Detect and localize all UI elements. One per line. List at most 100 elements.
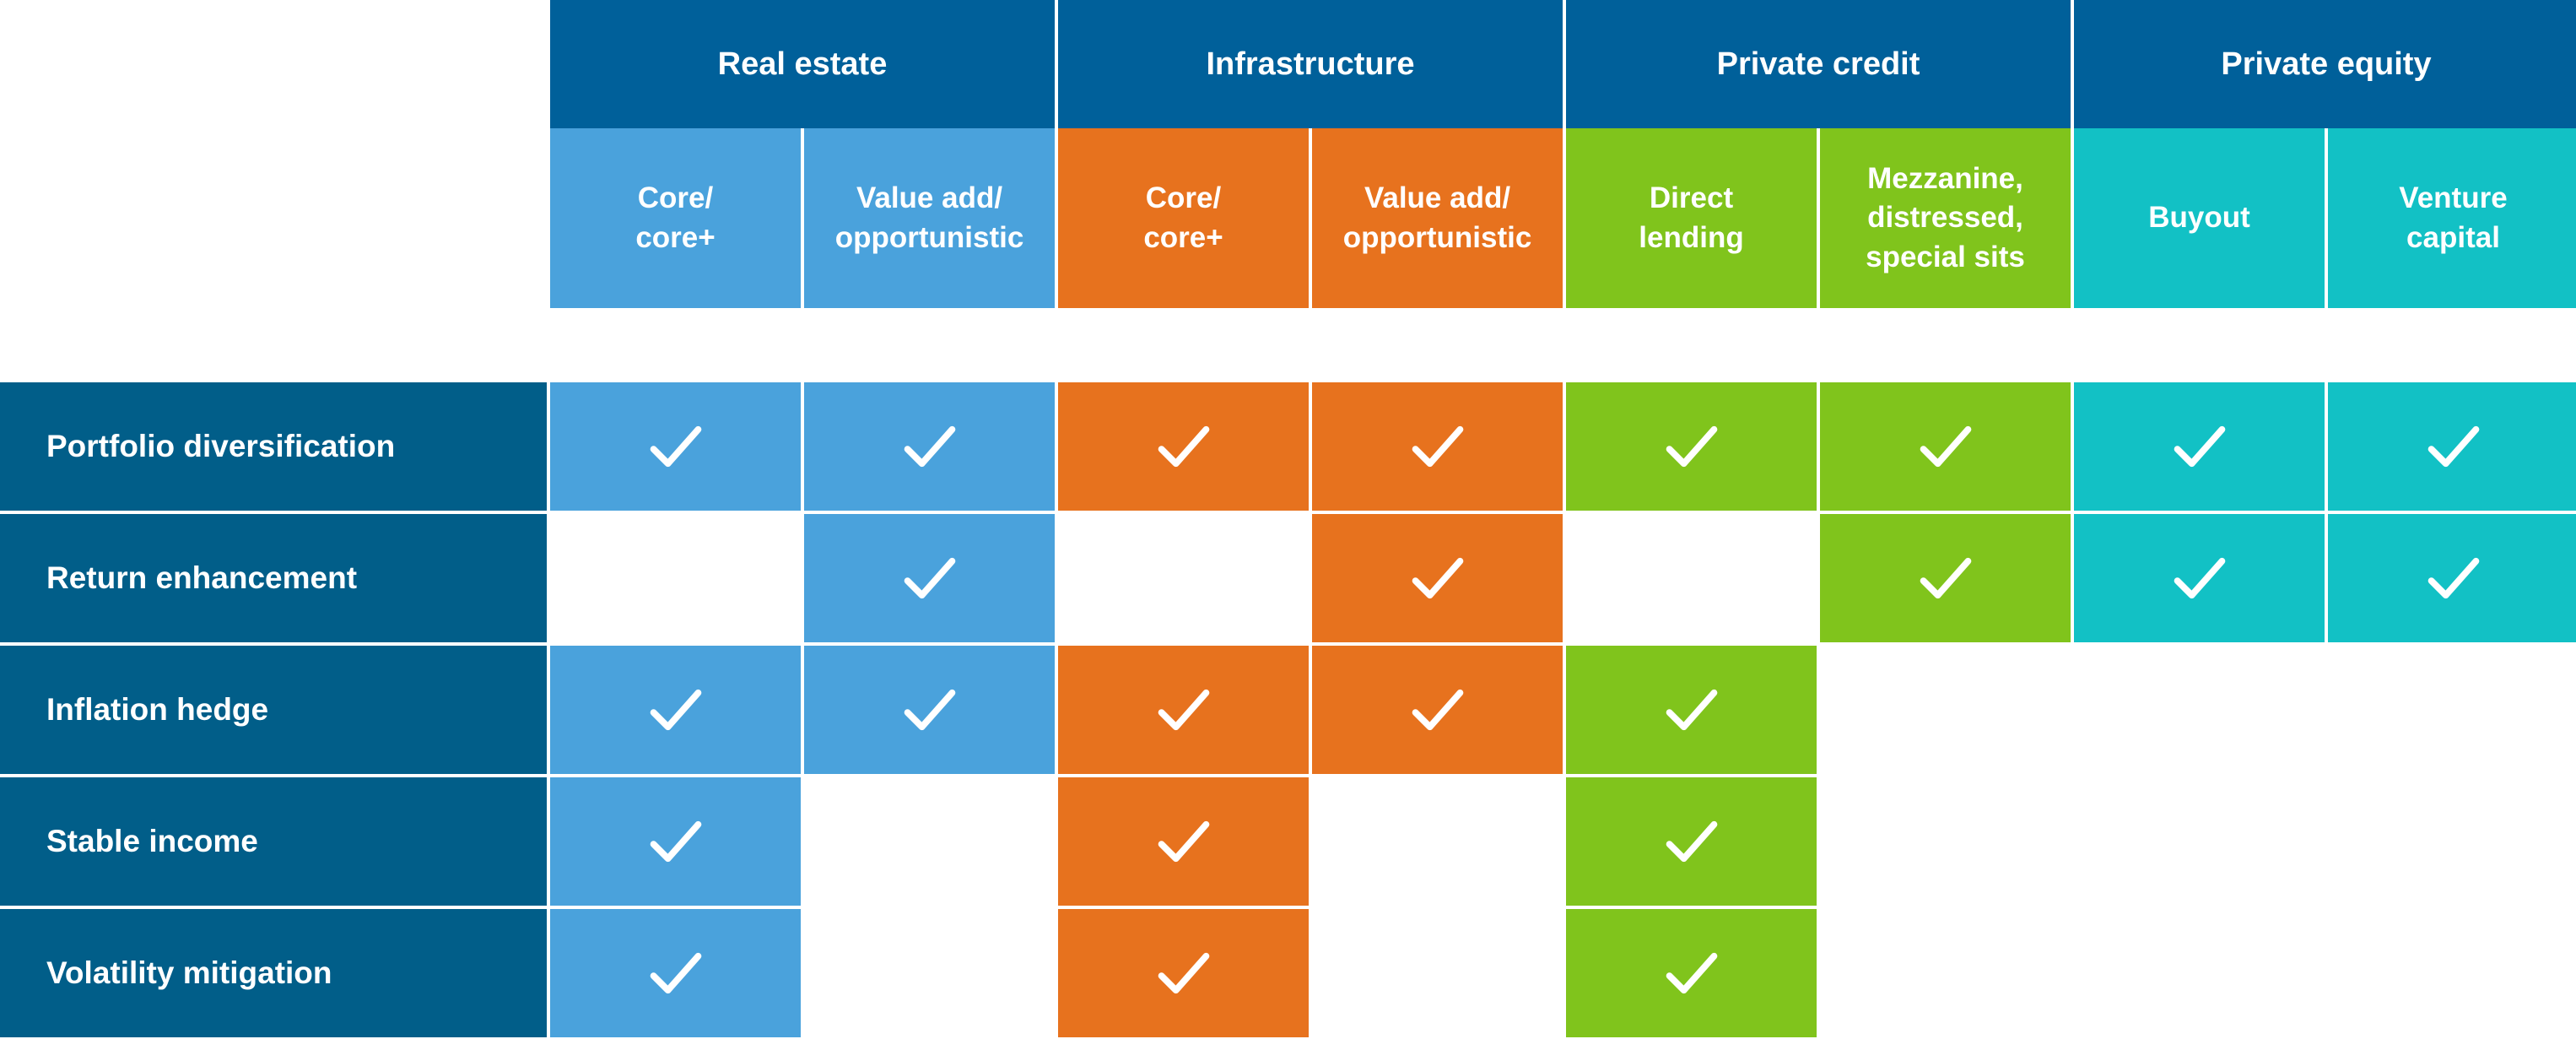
row-label-text: Portfolio diversification xyxy=(46,429,396,463)
cell-volatility-mitigation-col5-checked xyxy=(1566,909,1817,1037)
subheader-core-coreplus: Core/ core+ xyxy=(550,128,801,308)
cell-volatility-mitigation-col3-checked xyxy=(1058,909,1309,1037)
cell-portfolio-diversification-col2-checked xyxy=(804,382,1055,511)
check-icon xyxy=(1666,952,1717,994)
cell-volatility-mitigation-col2-empty xyxy=(804,909,1055,1037)
cell-portfolio-diversification-col5-checked xyxy=(1566,382,1817,511)
cell-stable-income-col3-checked xyxy=(1058,777,1309,906)
cell-portfolio-diversification-col4-checked xyxy=(1312,382,1563,511)
cell-return-enhancement-col7-checked xyxy=(2074,514,2325,642)
cell-stable-income-col6-empty xyxy=(1820,777,2071,906)
check-icon xyxy=(650,952,701,994)
cell-return-enhancement-col1-empty xyxy=(550,514,801,642)
check-icon xyxy=(1666,425,1717,468)
subheader-label: Value add/ opportunistic xyxy=(834,181,1024,254)
cell-inflation-hedge-col2-checked xyxy=(804,646,1055,774)
cell-volatility-mitigation-col7-empty xyxy=(2074,909,2325,1037)
subheader-label: Core/ core+ xyxy=(635,181,716,254)
cell-return-enhancement-col5-empty xyxy=(1566,514,1817,642)
cell-inflation-hedge-col7-empty xyxy=(2074,646,2325,774)
check-icon xyxy=(904,689,955,731)
check-icon xyxy=(1158,820,1209,863)
check-icon xyxy=(1412,689,1463,731)
check-icon xyxy=(2427,557,2479,599)
check-icon xyxy=(1920,557,1971,599)
subheader-label: Core/ core+ xyxy=(1143,181,1223,254)
cell-stable-income-col8-empty xyxy=(2328,777,2576,906)
group-header-label: Infrastructure xyxy=(1206,46,1415,82)
cell-volatility-mitigation-col6-empty xyxy=(1820,909,2071,1037)
subheader-direct-lending: Direct lending xyxy=(1566,128,1817,308)
check-icon xyxy=(904,557,955,599)
subheader-buyout: Buyout xyxy=(2074,128,2325,308)
table-header: Real estate Core/ core+ Value add/ opportu… xyxy=(0,0,2576,308)
cell-inflation-hedge-col1-checked xyxy=(550,646,801,774)
row-label-text: Volatility mitigation xyxy=(46,955,332,990)
subheader-label: Value add/ opportunistic xyxy=(1342,181,1532,254)
check-icon xyxy=(1158,952,1209,994)
cell-inflation-hedge-col3-checked xyxy=(1058,646,1309,774)
table-body: Portfolio diversification Return enhancem… xyxy=(0,382,2576,1037)
row-label-text: Stable income xyxy=(46,824,258,858)
cell-stable-income-col7-empty xyxy=(2074,777,2325,906)
check-icon xyxy=(904,425,955,468)
cell-volatility-mitigation-col1-checked xyxy=(550,909,801,1037)
row-label-text: Inflation hedge xyxy=(46,692,269,727)
check-icon xyxy=(1158,689,1209,731)
cell-return-enhancement-col8-checked xyxy=(2328,514,2576,642)
cell-inflation-hedge-col4-checked xyxy=(1312,646,1563,774)
cell-stable-income-col1-checked xyxy=(550,777,801,906)
check-icon xyxy=(2174,557,2225,599)
cell-portfolio-diversification-col1-checked xyxy=(550,382,801,511)
subheader-label: Direct lending xyxy=(1639,181,1744,254)
cell-portfolio-diversification-col8-checked xyxy=(2328,382,2576,511)
subheader-core-coreplus: Core/ core+ xyxy=(1058,128,1309,308)
check-icon xyxy=(2174,425,2225,468)
check-icon xyxy=(1412,425,1463,468)
group-header-real-estate: Real estate xyxy=(550,0,1055,128)
group-header-infrastructure: Infrastructure xyxy=(1058,0,1563,128)
check-icon xyxy=(650,689,701,731)
subheader-label: Mezzanine, distressed, special sits xyxy=(1866,162,2025,273)
row-label-stable-income: Stable income xyxy=(0,777,547,906)
cell-return-enhancement-col4-checked xyxy=(1312,514,1563,642)
subheader-value-add-opportunistic: Value add/ opportunistic xyxy=(1312,128,1563,308)
cell-portfolio-diversification-col3-checked xyxy=(1058,382,1309,511)
group-header-private-equity: Private equity xyxy=(2074,0,2576,128)
cell-volatility-mitigation-col4-empty xyxy=(1312,909,1563,1037)
check-icon xyxy=(1666,820,1717,863)
subheader-value-add-opportunistic: Value add/ opportunistic xyxy=(804,128,1055,308)
cell-stable-income-col5-checked xyxy=(1566,777,1817,906)
check-icon xyxy=(1666,689,1717,731)
row-label-volatility-mitigation: Volatility mitigation xyxy=(0,909,547,1037)
cell-portfolio-diversification-col6-checked xyxy=(1820,382,2071,511)
check-icon xyxy=(1920,425,1971,468)
subheader-venture-capital: Venture capital xyxy=(2328,128,2576,308)
group-header-private-credit: Private credit xyxy=(1566,0,2071,128)
subheader-mezzanine-distressed-special-sits: Mezzanine, distressed, special sits xyxy=(1820,128,2071,308)
check-icon xyxy=(1412,557,1463,599)
row-label-text: Return enhancement xyxy=(46,560,358,595)
check-icon xyxy=(1158,425,1209,468)
check-icon xyxy=(650,820,701,863)
cell-volatility-mitigation-col8-empty xyxy=(2328,909,2576,1037)
cell-return-enhancement-col6-checked xyxy=(1820,514,2071,642)
check-icon xyxy=(2427,425,2479,468)
check-icon xyxy=(650,425,701,468)
cell-inflation-hedge-col5-checked xyxy=(1566,646,1817,774)
cell-stable-income-col2-empty xyxy=(804,777,1055,906)
cell-stable-income-col4-empty xyxy=(1312,777,1563,906)
group-header-label: Private credit xyxy=(1716,46,1920,82)
header-spacer xyxy=(0,0,547,308)
cell-return-enhancement-col3-empty xyxy=(1058,514,1309,642)
group-header-label: Real estate xyxy=(717,46,888,82)
cell-return-enhancement-col2-checked xyxy=(804,514,1055,642)
cell-inflation-hedge-col8-empty xyxy=(2328,646,2576,774)
subheader-label: Venture capital xyxy=(2399,181,2508,254)
cell-portfolio-diversification-col7-checked xyxy=(2074,382,2325,511)
row-label-inflation-hedge: Inflation hedge xyxy=(0,646,547,774)
row-label-portfolio-diversification: Portfolio diversification xyxy=(0,382,547,511)
subheader-label: Buyout xyxy=(2148,201,2250,235)
cell-inflation-hedge-col6-empty xyxy=(1820,646,2071,774)
row-label-return-enhancement: Return enhancement xyxy=(0,514,547,642)
